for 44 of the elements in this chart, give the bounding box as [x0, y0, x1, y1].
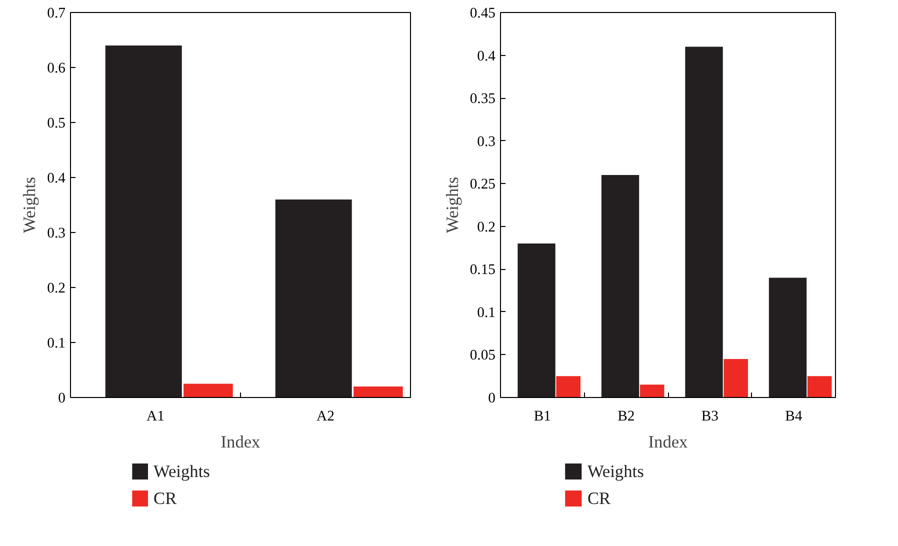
- bar: [354, 386, 403, 398]
- y-tick-label: 0.35: [470, 91, 496, 108]
- y-tick-label: 0.6: [47, 60, 66, 76]
- bar: [685, 46, 723, 398]
- bar: [640, 384, 664, 398]
- y-axis-title: Weights: [442, 176, 462, 234]
- legend-label: CR: [587, 489, 612, 508]
- y-tick-label: 0.25: [470, 176, 496, 193]
- y-tick-label: 0.5: [47, 116, 66, 132]
- y-tick-label: 0.4: [477, 48, 496, 64]
- x-tick-label: A2: [316, 408, 334, 424]
- legend-label: Weights: [154, 462, 210, 481]
- legend-label: Weights: [587, 462, 644, 481]
- bar: [556, 376, 580, 398]
- bar: [275, 200, 352, 398]
- bar: [724, 359, 748, 398]
- y-tick-label: 0.3: [477, 134, 496, 150]
- bar: [807, 376, 832, 398]
- y-tick-label: 0.3: [47, 226, 66, 242]
- y-tick-label: 0: [488, 390, 496, 406]
- x-axis-title: Index: [220, 432, 261, 452]
- y-tick-label: 0.15: [470, 262, 496, 278]
- x-tick-label: B1: [534, 408, 551, 424]
- x-tick-label: B3: [701, 408, 718, 424]
- x-tick-label: A1: [146, 408, 164, 424]
- x-axis-title: Index: [648, 432, 688, 452]
- x-tick-label: B4: [785, 408, 803, 424]
- y-tick-label: 0.45: [470, 6, 496, 22]
- y-tick-label: 0.1: [47, 336, 66, 352]
- bar: [601, 175, 640, 398]
- y-tick-label: 0.1: [477, 304, 496, 321]
- y-tick-label: 0.4: [47, 170, 66, 186]
- y-tick-label: 0.2: [477, 219, 496, 236]
- y-tick-label: 0: [58, 390, 66, 406]
- bar: [105, 46, 182, 398]
- y-axis-title: Weights: [20, 176, 40, 234]
- bar: [184, 384, 233, 398]
- bar: [518, 244, 556, 398]
- y-tick-label: 0.7: [47, 6, 66, 22]
- bar: [768, 278, 807, 398]
- legend-label: CR: [154, 489, 178, 508]
- x-tick-label: B2: [618, 408, 635, 424]
- y-tick-label: 0.05: [470, 348, 496, 364]
- y-tick-label: 0.2: [47, 280, 66, 296]
